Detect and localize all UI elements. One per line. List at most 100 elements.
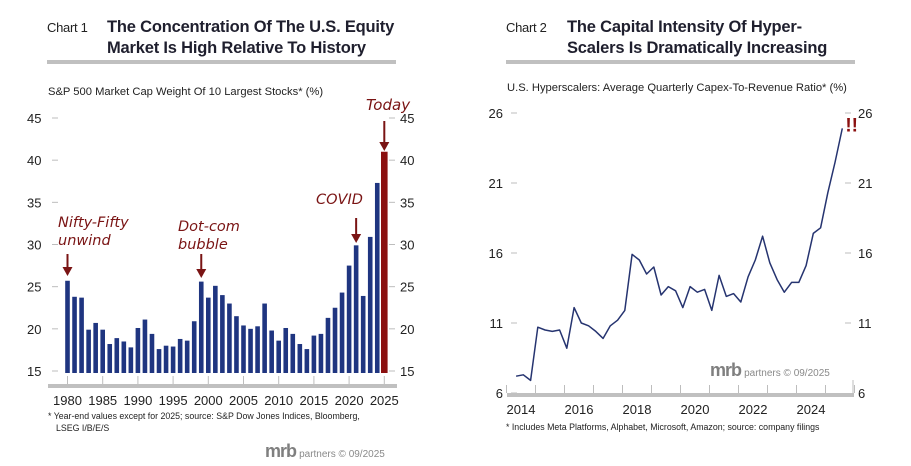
y-tick-label-left: 21	[489, 176, 503, 191]
y-tick-label-right: 11	[858, 316, 872, 331]
bar-2019	[339, 292, 345, 373]
bar-1992	[149, 333, 155, 373]
bar-2006	[248, 328, 253, 373]
y-tick-label-left: 16	[489, 246, 503, 261]
bar-2010	[276, 340, 281, 373]
x-tick-label: 2020	[335, 393, 364, 408]
x-axis-line	[48, 384, 397, 388]
y-tick-label-right: 45	[400, 111, 414, 126]
x-tick-label: 1985	[88, 393, 117, 408]
annotation-today: Today	[366, 96, 411, 114]
bar-1989	[128, 347, 134, 373]
y-tick-label-left: 6	[496, 386, 503, 401]
x-tick-label: 2005	[229, 393, 258, 408]
bar-2021	[353, 245, 359, 373]
chart2-panel: Chart 2 The Capital Intensity Of Hyper- …	[455, 0, 911, 466]
bar-2007	[255, 326, 260, 373]
bar-2013	[297, 344, 303, 373]
bar-2025	[381, 151, 388, 373]
bar-1996	[177, 338, 183, 373]
y-tick-label-left: 30	[27, 238, 41, 253]
annotation-exclamation: !!	[845, 115, 858, 136]
x-tick-label: 1995	[159, 393, 188, 408]
bar-1993	[156, 349, 162, 373]
x-tick-label: 2018	[623, 402, 652, 417]
bar-2022	[360, 295, 366, 373]
bar-2023	[367, 236, 373, 373]
y-tick-label-right: 20	[400, 322, 414, 337]
x-tick-label: 2015	[299, 393, 328, 408]
chart1-number: Chart 1	[47, 20, 88, 35]
bar-1981	[72, 296, 77, 373]
bar-2008	[262, 303, 267, 373]
bar-1980	[65, 280, 70, 373]
y-tick-label-right: 15	[400, 364, 414, 379]
bar-2004	[234, 316, 239, 373]
chart2-plot: 6 6 11 11 16 16 21 21 26 26 2014 2016 2018 2020 2022 20…	[489, 106, 873, 417]
chart2-title-line1: The Capital Intensity Of Hyper-	[567, 18, 802, 36]
x-tick-label: 2000	[194, 393, 223, 408]
chart1-panel: Chart 1 The Concentration Of The U.S. Eq…	[0, 0, 455, 466]
bar-1983	[86, 329, 91, 373]
bar-2015	[311, 335, 317, 373]
bar-2009	[269, 330, 274, 373]
x-tick-label: 1980	[53, 393, 82, 408]
chart2-footnote: * Includes Meta Platforms, Alphabet, Mic…	[506, 422, 820, 432]
bar-2024	[374, 182, 380, 373]
bar-2003	[227, 303, 232, 373]
chart1-title: The Concentration Of The U.S. Equity Mar…	[107, 17, 394, 59]
annotation-dotcom-line2: bubble	[178, 237, 228, 253]
bar-2014	[304, 349, 310, 373]
chart1-title-line2: Market Is High Relative To History	[107, 39, 366, 57]
bar-2002	[220, 295, 225, 373]
chart1-logo: mrb partners © 09/2025	[265, 441, 385, 462]
chart2-title-rule	[506, 60, 855, 64]
chart1-footnote-line1: * Year-end values except for 2025; sourc…	[48, 411, 360, 421]
y-tick-label-left: 20	[27, 322, 41, 337]
bar-1994	[163, 345, 169, 373]
bar-2017	[325, 317, 331, 373]
y-tick-label-right: 6	[858, 386, 865, 401]
bar-1984	[93, 322, 98, 373]
x-axis-line	[507, 393, 854, 397]
annotation-covid: COVID	[316, 192, 363, 208]
bar-1985	[100, 329, 105, 373]
x-tick-label: 2020	[681, 402, 710, 417]
y-tick-label-right: 26	[858, 106, 872, 121]
bar-1987	[114, 338, 120, 373]
chart2-logo-text: partners © 09/2025	[744, 368, 830, 379]
nifty-fifty-arrow-head	[62, 267, 73, 276]
annotation-nifty-fifty-line1: Nifty-Fifty	[58, 215, 129, 231]
bar-1997	[184, 340, 190, 373]
annotation-nifty-fifty-line2: unwind	[58, 233, 111, 249]
y-tick-label-left: 25	[27, 280, 41, 295]
bar-2018	[332, 307, 338, 373]
y-tick-label-left: 26	[489, 106, 503, 121]
bar-2020	[346, 265, 352, 373]
chart2-subtitle: U.S. Hyperscalers: Average Quarterly Cap…	[507, 82, 847, 94]
y-tick-label-right: 25	[400, 280, 414, 295]
chart2-logo-mark: mrb	[710, 360, 742, 380]
x-tick-label: 2014	[507, 402, 536, 417]
x-tick-label: 2022	[739, 402, 768, 417]
x-tick-label: 2016	[565, 402, 594, 417]
chart2-title: The Capital Intensity Of Hyper- Scalers …	[567, 17, 827, 59]
bar-1999	[198, 281, 204, 373]
bar-2000	[206, 297, 211, 373]
y-tick-label-right: 21	[858, 176, 872, 191]
chart1-title-rule	[47, 60, 396, 64]
chart1-subtitle: S&P 500 Market Cap Weight Of 10 Largest …	[48, 86, 324, 98]
bar-1988	[121, 341, 127, 373]
y-tick-label-right: 16	[858, 246, 872, 261]
chart1-title-line1: The Concentration Of The U.S. Equity	[107, 18, 395, 36]
bar-2005	[241, 325, 246, 373]
x-tick-label: 2025	[370, 393, 399, 408]
y-tick-label-left: 40	[27, 153, 41, 168]
y-tick-label-left: 45	[27, 111, 41, 126]
chart1-logo-text: partners © 09/2025	[299, 449, 385, 460]
today-arrow-head	[379, 142, 390, 151]
chart2-logo: mrb partners © 09/2025	[710, 360, 830, 381]
bar-2012	[290, 333, 296, 373]
x-tick-label: 2010	[264, 393, 293, 408]
